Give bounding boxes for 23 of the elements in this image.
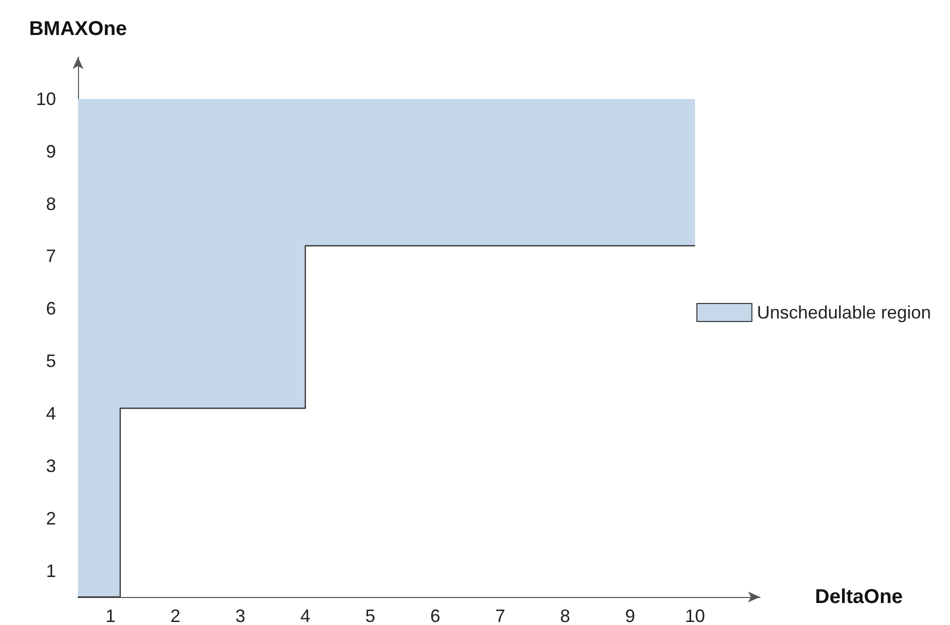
y-tick-label: 6 <box>46 298 56 319</box>
y-tick-label: 5 <box>46 351 56 372</box>
x-axis-title: DeltaOne <box>815 586 903 608</box>
y-tick-label: 8 <box>46 194 56 214</box>
x-tick-label: 8 <box>560 606 570 625</box>
legend-label: Unschedulable region <box>756 302 932 322</box>
y-tick-label: 10 <box>36 88 56 109</box>
y-tick-label: 2 <box>46 508 56 528</box>
x-tick-label: 3 <box>235 606 246 625</box>
y-tick-label: 4 <box>46 404 56 424</box>
x-tick-label: 1 <box>105 606 116 625</box>
x-tick-label: 10 <box>685 606 706 625</box>
x-tick-label: 9 <box>625 606 636 625</box>
y-tick-label: 1 <box>46 560 56 581</box>
y-tick-label: 9 <box>46 141 56 162</box>
y-tick-label: 3 <box>46 456 56 476</box>
x-tick-label: 6 <box>430 606 440 625</box>
x-tick-label: 4 <box>300 606 310 625</box>
y-axis-title: BMAXOne <box>29 18 127 40</box>
x-tick-label: 5 <box>365 606 376 625</box>
x-tick-label: 7 <box>495 606 506 625</box>
y-tick-label: 7 <box>46 246 56 266</box>
x-tick-label: 2 <box>170 606 180 625</box>
